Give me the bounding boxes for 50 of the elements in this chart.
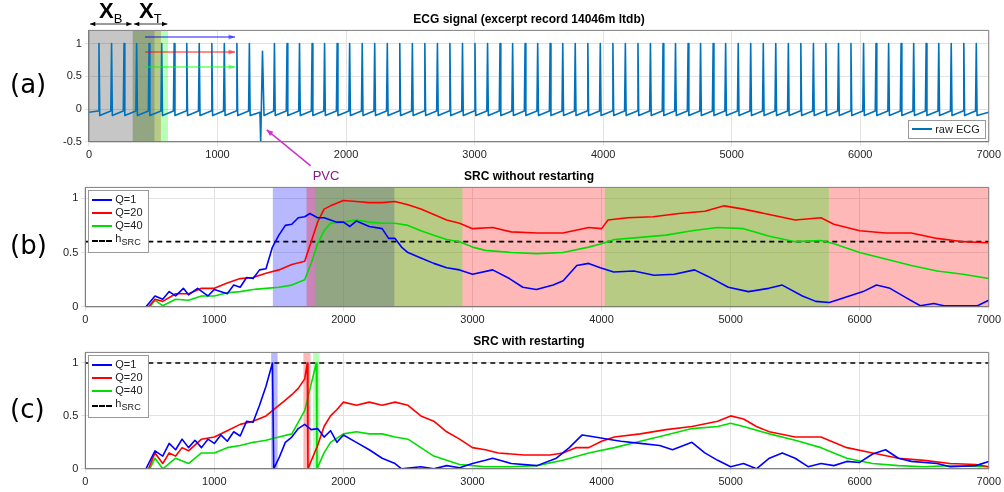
text: PVC (312, 167, 340, 183)
y-tick-label: 0.5 (66, 69, 82, 82)
legend-label: Q=40 (115, 384, 143, 398)
x-tick-label: 3000 (460, 313, 485, 326)
x-tick-label: 6000 (847, 475, 872, 488)
x-tick-label: 3000 (460, 475, 485, 488)
x-tick-label: 5000 (718, 475, 743, 488)
x-tick-label: 4000 (589, 313, 614, 326)
legend-label: h$_{SRC}$ (115, 397, 141, 415)
x-tick-label: 7000 (976, 313, 1002, 326)
chart-title: SRC without restarting (463, 168, 595, 183)
legend-label: Q=1 (115, 358, 137, 372)
x-tick-label: 6000 (847, 148, 873, 161)
y-tick-label: 1 (72, 191, 79, 204)
legend-label: Q=40 (115, 219, 143, 233)
x-tick-label: 2000 (331, 475, 356, 488)
y-tick-label: -0.5 (62, 134, 82, 147)
legend-label: raw ECG (935, 122, 980, 136)
y-tick-label: 0 (72, 461, 79, 474)
chart-title: SRC with restarting (473, 333, 585, 348)
x-tick-label: 7000 (976, 148, 1002, 161)
x-tick-label: 5000 (719, 148, 744, 161)
annotation: X$_{B}$ (99, 0, 123, 27)
legend-label: Q=20 (115, 371, 143, 385)
x-tick-label: 2000 (333, 148, 359, 161)
legend-label: Q=20 (115, 206, 143, 220)
y-tick-label: 1 (75, 36, 82, 49)
annotation: X$_{T}$ (139, 0, 162, 27)
y-tick-label: 0.5 (62, 245, 79, 258)
legend-label: h$_{SRC}$ (115, 232, 141, 250)
x-tick-label: 3000 (462, 148, 487, 161)
x-tick-label: 1000 (205, 148, 230, 161)
x-tick-label: 5000 (718, 313, 743, 326)
y-tick-label: 0 (72, 299, 79, 312)
x-tick-label: 4000 (590, 148, 616, 161)
x-tick-label: 6000 (847, 313, 872, 326)
text: (c) (10, 393, 45, 424)
chart-title: ECG signal (excerpt record 14046m ltdb) (413, 11, 645, 26)
text: (a) (10, 69, 47, 100)
y-tick-label: 0 (75, 102, 82, 115)
x-tick-label: 1000 (202, 313, 227, 326)
x-tick-label: 2000 (331, 313, 356, 326)
x-tick-label: 1000 (202, 475, 227, 488)
legend-label: Q=1 (115, 193, 137, 207)
x-tick-label: 7000 (976, 475, 1002, 488)
y-tick-label: 1 (72, 356, 79, 369)
text: (b) (10, 230, 47, 261)
x-tick-label: 4000 (589, 475, 614, 488)
y-tick-label: 0.5 (62, 408, 79, 421)
x-tick-label: 0 (85, 148, 93, 161)
